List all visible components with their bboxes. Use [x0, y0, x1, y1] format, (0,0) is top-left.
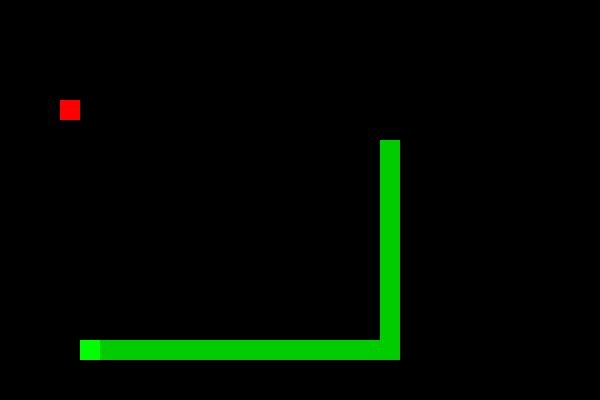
snake-body-segment — [380, 340, 400, 360]
snake-body-segment — [140, 340, 160, 360]
snake-body-segment — [380, 300, 400, 320]
snake-body-segment — [320, 340, 340, 360]
snake-body-segment — [120, 340, 140, 360]
snake-body-segment — [380, 220, 400, 240]
snake-body-segment — [380, 140, 400, 160]
snake-body-segment — [240, 340, 260, 360]
snake-body-segment — [380, 240, 400, 260]
snake-body-segment — [280, 340, 300, 360]
snake-body-segment — [180, 340, 200, 360]
snake-body-segment — [380, 200, 400, 220]
snake-body-segment — [380, 280, 400, 300]
snake-body-segment — [100, 340, 120, 360]
snake-body-segment — [200, 340, 220, 360]
snake-body-segment — [380, 160, 400, 180]
snake-body-segment — [260, 340, 280, 360]
food-pellet — [60, 100, 80, 120]
snake-body-segment — [380, 180, 400, 200]
snake-body-segment — [300, 340, 320, 360]
snake-body-segment — [360, 340, 380, 360]
snake-body-segment — [220, 340, 240, 360]
snake-body-segment — [160, 340, 180, 360]
snake-body-segment — [380, 320, 400, 340]
snake-body-segment — [380, 260, 400, 280]
snake-head — [80, 340, 100, 360]
snake-body-segment — [340, 340, 360, 360]
